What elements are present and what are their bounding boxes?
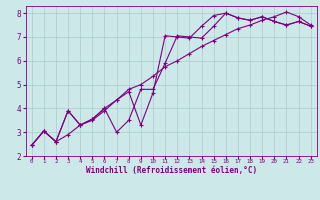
X-axis label: Windchill (Refroidissement éolien,°C): Windchill (Refroidissement éolien,°C) <box>86 166 257 175</box>
